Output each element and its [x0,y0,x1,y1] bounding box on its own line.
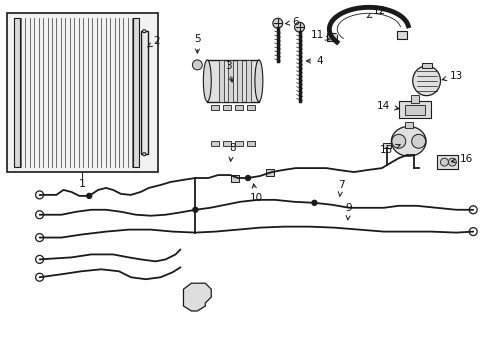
Bar [237,60,242,102]
Bar [231,175,239,182]
Bar [223,141,231,146]
Circle shape [245,176,250,180]
Circle shape [36,234,43,242]
Circle shape [36,191,43,199]
Text: 15: 15 [380,144,399,155]
Text: 12: 12 [366,6,385,18]
Text: 5: 5 [194,34,200,53]
Bar [211,105,219,109]
Circle shape [36,211,43,219]
Text: 6: 6 [285,17,298,27]
Bar [396,31,406,39]
Circle shape [36,273,43,281]
Bar [421,63,431,68]
Bar [141,31,147,154]
Ellipse shape [203,60,211,102]
Circle shape [440,158,447,166]
Bar [235,105,243,109]
Bar [245,60,250,102]
Bar [223,105,231,109]
Ellipse shape [412,66,440,96]
Circle shape [192,60,202,70]
Ellipse shape [390,126,425,156]
Bar [211,141,219,146]
Text: 8: 8 [228,143,235,161]
Bar [14,18,20,167]
Bar [133,18,139,167]
Text: 7: 7 [337,180,344,196]
Text: 10: 10 [249,184,262,203]
Ellipse shape [254,60,263,102]
Circle shape [411,134,425,148]
Text: 13: 13 [441,71,462,81]
Circle shape [272,18,282,28]
Bar [228,60,233,102]
Circle shape [468,206,476,214]
Circle shape [192,207,198,212]
Bar [326,33,337,41]
Text: 4: 4 [306,56,322,66]
Bar [246,141,254,146]
Bar [436,155,457,169]
Ellipse shape [142,30,146,33]
Bar [246,105,254,109]
Circle shape [86,193,92,198]
Bar [235,141,243,146]
Circle shape [294,22,304,32]
Bar [219,60,224,102]
Bar [382,143,390,148]
Bar [265,169,273,176]
Text: 3: 3 [224,61,233,82]
Text: 16: 16 [450,154,472,164]
Polygon shape [183,283,211,311]
Text: 14: 14 [377,100,398,111]
Ellipse shape [142,153,146,156]
Circle shape [468,228,476,235]
Bar [7,13,157,172]
Circle shape [311,201,316,205]
Circle shape [391,134,405,148]
Text: 9: 9 [345,203,352,220]
Bar [404,122,412,129]
Bar [207,60,258,102]
Bar [398,100,429,118]
Bar [404,105,424,114]
Text: 1: 1 [79,179,85,189]
Text: 2: 2 [147,36,160,47]
Text: 11: 11 [310,30,329,40]
Circle shape [447,158,455,166]
Circle shape [36,255,43,264]
Bar [410,95,418,103]
